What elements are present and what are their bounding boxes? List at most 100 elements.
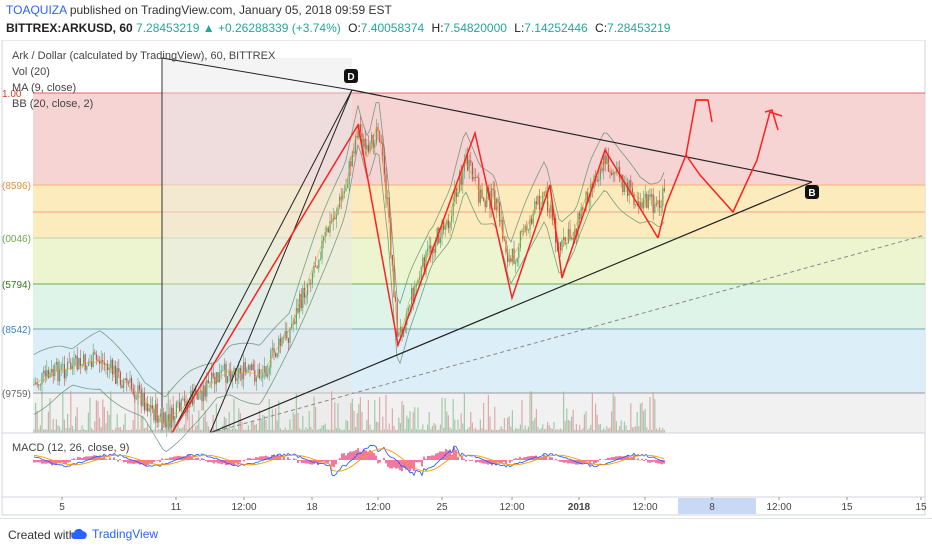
volume-bar [373,430,374,433]
candle-body [470,160,471,163]
macd-histogram-bar [125,460,126,462]
volume-bar [352,399,353,433]
candle-body [651,194,652,197]
tradingview-logo[interactable]: TradingView [70,527,158,541]
volume-bar [449,427,450,433]
macd-histogram-bar [419,460,420,462]
candle-body [427,249,428,252]
macd-histogram-bar [431,455,432,460]
macd-histogram-bar [331,460,332,467]
macd-histogram-bar [605,459,606,460]
x-tick-label: 12:00 [632,502,657,513]
candle-body [288,338,289,343]
volume-bar [382,417,383,433]
volume-bar [192,415,193,433]
volume-bar [539,430,540,433]
volume-bar [504,418,505,433]
candle-body [611,172,612,175]
macd-histogram-bar [563,460,564,463]
volume-bar [320,429,321,433]
macd-histogram-bar [171,457,172,460]
macd-legend[interactable]: MACD (12, 26, close, 9) [12,442,129,454]
volume-bar [649,397,650,433]
volume-bar [541,428,542,433]
volume-bar [235,429,236,433]
volume-bar [125,414,126,433]
macd-histogram-bar [287,457,288,460]
volume-bar [613,393,614,433]
candle-body [309,283,310,284]
candle-body [115,366,116,384]
volume-bar [368,400,369,433]
candle-body [248,365,249,369]
candle-body [51,369,52,372]
macd-histogram-bar [55,460,56,465]
volume-bar [542,424,543,433]
macd-histogram-bar [435,454,436,460]
volume-bar [549,425,550,433]
x-tick-label: 11 [171,502,182,513]
macd-histogram-bar [481,460,482,463]
volume-bar [608,429,609,433]
candle-body [113,366,114,375]
volume-bar [358,404,359,433]
macd-histogram-bar [157,460,158,461]
macd-histogram-bar [201,458,202,460]
candle-body [371,135,372,143]
ma-legend[interactable]: MA (9, close) [12,80,275,96]
candle-body [117,368,118,384]
candle-body [73,358,74,366]
macd-histogram-bar [519,457,520,460]
volume-bar [198,411,199,433]
candle-body [272,348,273,350]
candle-body [256,377,257,381]
macd-histogram-bar [69,460,70,462]
candle-body [435,245,436,253]
macd-histogram-bar [207,460,208,462]
macd-histogram-bar [457,457,458,460]
volume-bar [131,430,132,433]
volume-bar [133,420,134,433]
volume-bar [523,430,524,433]
volume-bar [339,429,340,433]
candle-body [493,188,494,190]
macd-histogram-bar [105,459,106,460]
volume-bar [659,427,660,433]
volume-bar [595,404,596,433]
macd-histogram-bar [585,460,586,462]
macd-histogram-bar [217,460,218,463]
volume-bar [102,399,103,433]
volume-bar [233,399,234,433]
vol-legend[interactable]: Vol (20) [12,64,275,80]
volume-bar [560,428,561,433]
macd-histogram-bar [205,460,206,461]
macd-histogram-bar [513,459,514,460]
candle-body [33,384,34,385]
volume-bar [385,395,386,433]
volume-bar [144,428,145,433]
macd-histogram-bar [645,459,646,460]
volume-bar [470,412,471,433]
candle-body [262,372,263,377]
volume-bar [643,411,644,433]
volume-bar [369,425,370,433]
volume-bar [403,405,404,433]
volume-bar [69,428,70,433]
volume-bar [259,410,260,433]
candle-body [211,373,212,382]
candle-body [224,364,225,370]
volume-bar [57,425,58,433]
volume-bar [430,429,431,433]
volume-bar [326,429,327,433]
volume-bar [70,391,71,433]
candle-body [209,382,210,383]
candle-body [649,195,650,197]
volume-bar [640,404,641,433]
volume-bar [275,408,276,433]
author-link[interactable]: TOAQUIZA [6,3,66,17]
volume-bar [305,427,306,433]
bb-legend[interactable]: BB (20, close, 2) [12,96,275,112]
macd-histogram-bar [251,459,252,460]
candle-body [289,328,290,343]
indicator-legend: Ark / Dollar (calculated by TradingView)… [12,48,275,112]
